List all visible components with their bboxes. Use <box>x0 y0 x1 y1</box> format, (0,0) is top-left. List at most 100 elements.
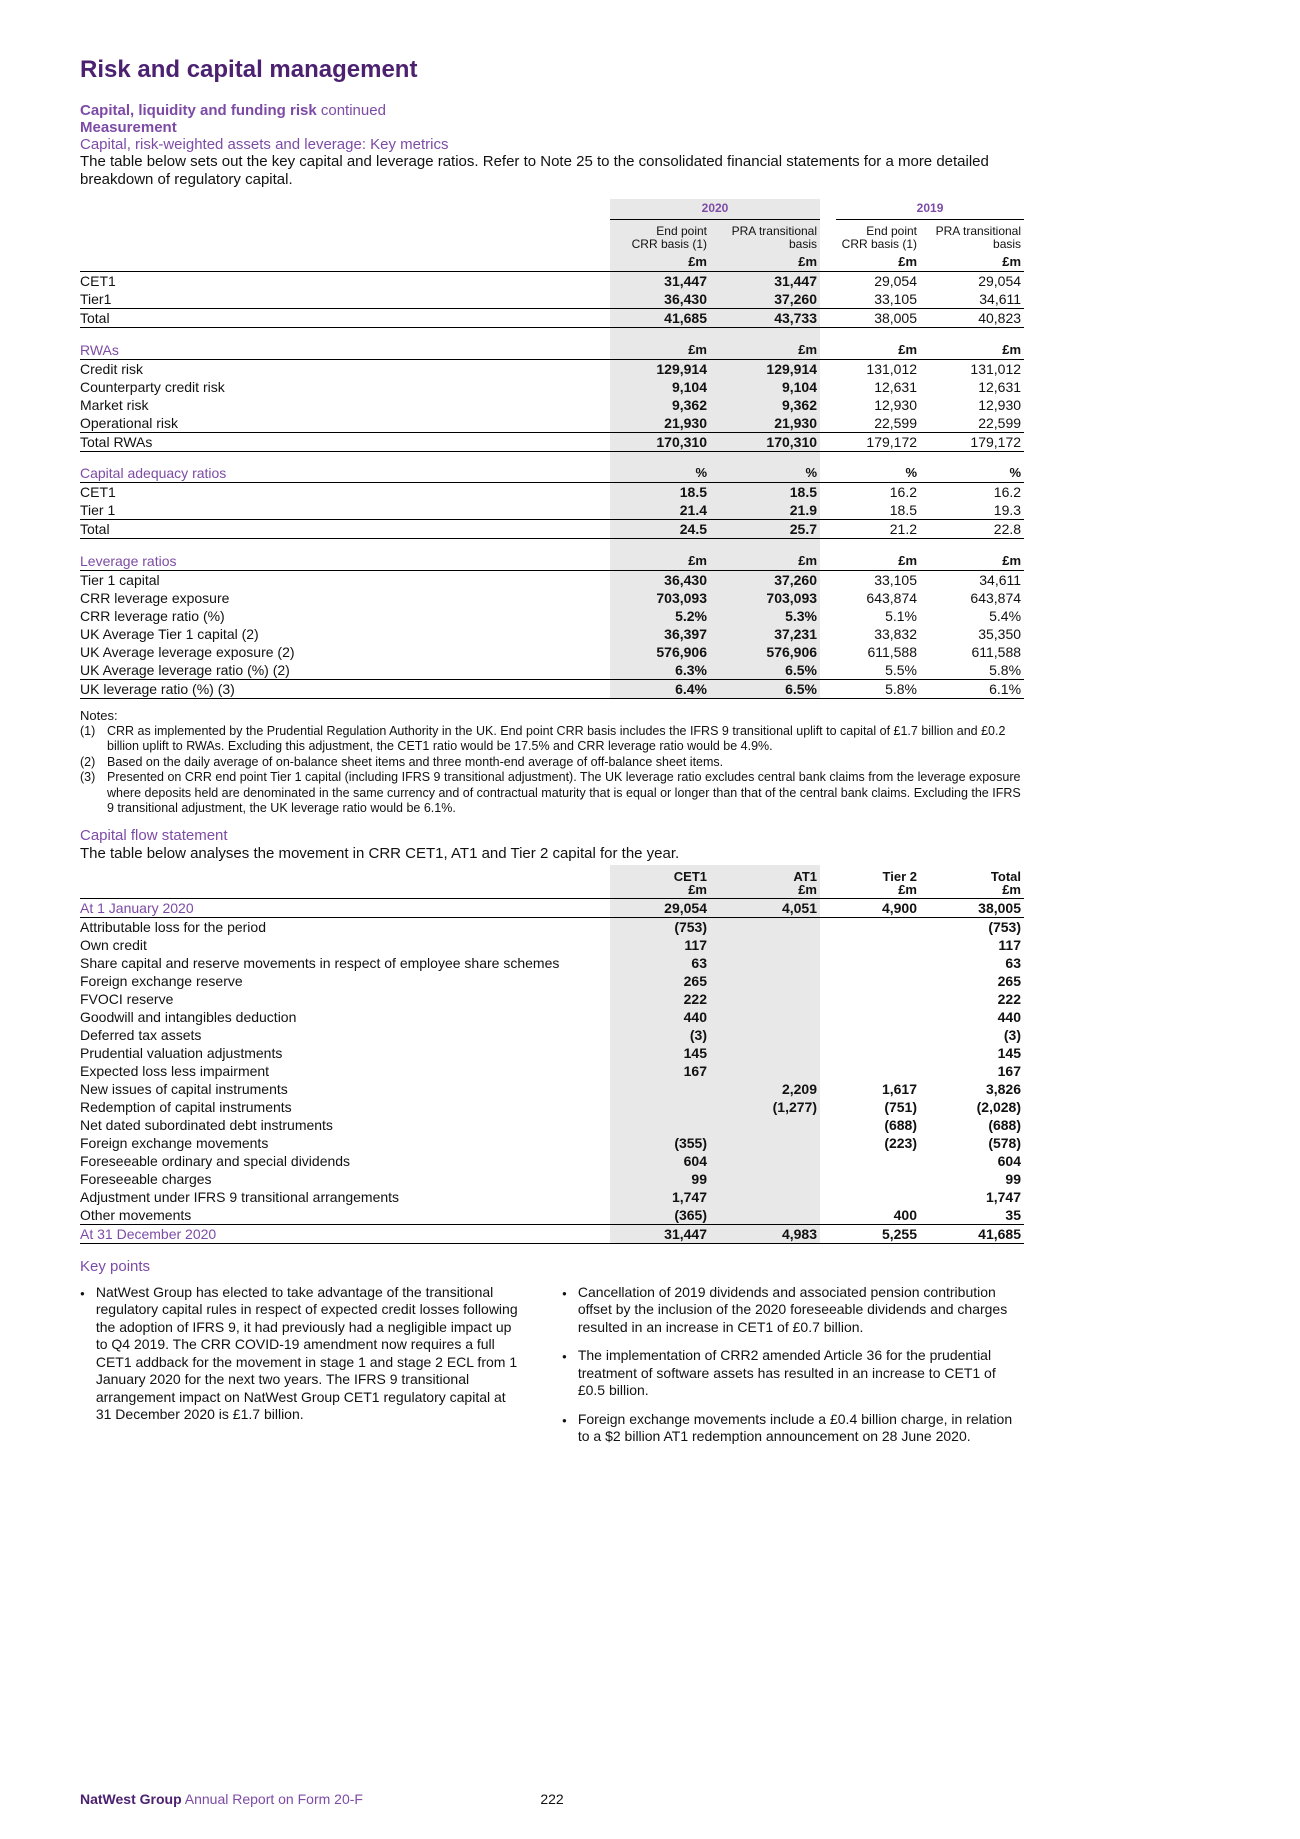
unit-label: £m <box>920 253 1025 272</box>
page-title: Risk and capital management <box>80 56 418 83</box>
table-row: Adjustment under IFRS 9 transitional arr… <box>80 1188 1024 1206</box>
cell-value: 222 <box>683 990 707 1007</box>
empty-cell <box>80 199 610 220</box>
cell-value: 440 <box>683 1008 707 1025</box>
cell-value: 99 <box>691 1170 707 1187</box>
table-row: CET1 31,447 31,447 29,054 29,054 <box>80 272 1024 291</box>
row-label: CRR leverage ratio (%) <box>80 607 225 624</box>
year-header-row: 2020 2019 <box>80 199 1025 220</box>
cell-value: 4,051 <box>710 898 820 918</box>
table-row: Foreign exchange movements (355) (223) (578… <box>80 1134 1024 1152</box>
cell-value: 33,105 <box>874 291 918 307</box>
section-title: Leverage ratios <box>80 551 610 571</box>
unit-label: £m <box>820 253 921 272</box>
row-label: Goodwill and intangibles deduction <box>80 1008 297 1025</box>
cell-value: 22,599 <box>874 414 918 431</box>
cell-value: 22.8 <box>920 519 1025 539</box>
cell-value: 4,983 <box>710 1223 820 1244</box>
flow-highlight-band <box>610 864 820 1244</box>
capital-flow-table: CET1 £m AT1 £m Tier 2 £m Total £m At 1 Janua… <box>80 864 1024 1244</box>
row-label: Prudential valuation adjustments <box>80 1044 283 1061</box>
cell-value <box>710 1008 820 1026</box>
col-header-line: CRR basis (1) <box>841 237 918 251</box>
row-label: Tier 1 <box>80 502 116 518</box>
unit-label: % <box>820 464 921 483</box>
cell-value <box>710 917 820 936</box>
row-label: Redemption of capital instruments <box>80 1098 292 1115</box>
cell-value: 63 <box>691 954 707 971</box>
cell-value <box>610 1080 710 1098</box>
col-header-line: PRA transitional <box>731 224 818 238</box>
cell-value: (1,277) <box>772 1098 817 1115</box>
leverage-section-header-row: Leverage ratios £m £m £m £m <box>80 551 1025 571</box>
cell-value: 5.5% <box>885 661 918 678</box>
key-points-right-column: Cancellation of 2019 dividends and assoc… <box>562 1284 1024 1457</box>
year-2019-label: 2019 <box>836 199 1025 220</box>
cell-value: 440 <box>997 1008 1021 1025</box>
cell-value: 16.2 <box>993 484 1022 500</box>
cell-value: (751) <box>884 1098 917 1115</box>
cell-value: 576,906 <box>656 643 707 660</box>
row-label: Foreseeable charges <box>80 1170 212 1187</box>
cell-value <box>710 972 820 990</box>
col-header-line: AT1 <box>793 868 817 884</box>
cell-value <box>710 1170 820 1188</box>
units-row: £m £m £m £m <box>80 253 1025 272</box>
table-row: Deferred tax assets (3) (3) <box>80 1026 1024 1044</box>
flow-rows: At 1 January 2020 29,054 4,051 4,900 38,005 A… <box>80 898 1024 1244</box>
table-row: CET1 18.5 18.5 16.2 16.2 <box>80 483 1024 502</box>
cell-value: 36,397 <box>664 625 707 642</box>
cell-value <box>820 990 920 1008</box>
row-label: Foreign exchange movements <box>80 1134 269 1151</box>
cell-value: 24.5 <box>610 519 710 539</box>
cell-value: 5.1% <box>885 607 918 624</box>
cell-value: 179,172 <box>820 431 921 452</box>
cell-value: 18.5 <box>789 484 818 500</box>
cell-value: 129,914 <box>656 360 707 377</box>
note-item: (1) CRR as implemented by the Prudential… <box>80 724 1024 755</box>
cell-value: 2,209 <box>781 1080 817 1097</box>
cell-value: 22,599 <box>978 414 1022 431</box>
cell-value: 145 <box>683 1044 707 1061</box>
table-row: Net dated subordinated debt instruments (… <box>80 1116 1024 1134</box>
cell-value: 41,685 <box>920 1223 1024 1244</box>
key-points-heading: Key points <box>80 1257 151 1275</box>
cell-value: (3) <box>1003 1026 1021 1043</box>
column-header: Total £m <box>920 864 1024 899</box>
unit-label: % <box>710 464 821 483</box>
table-row: Tier1 36,430 37,260 33,105 34,611 <box>80 290 1024 309</box>
page-content: Risk and capital management Capital, liq… <box>80 56 1025 1457</box>
cell-value: 6.1% <box>920 678 1025 699</box>
cell-value: 12,631 <box>874 378 918 395</box>
cell-value <box>710 954 820 972</box>
row-label: CET1 <box>80 273 116 289</box>
table-row: Own credit 117 117 <box>80 936 1024 954</box>
key-points-section: Key points NatWest Group has elected to … <box>80 1258 1024 1457</box>
cell-value <box>820 1152 920 1170</box>
row-label: New issues of capital instruments <box>80 1080 288 1097</box>
unit-label: £m <box>710 340 821 360</box>
cell-value: 604 <box>683 1152 707 1169</box>
col-header-line: PRA transitional <box>935 224 1022 238</box>
table-row: Tier 1 capital 36,430 37,260 33,105 34,611 <box>80 570 1024 589</box>
cell-value: 9,104 <box>671 378 707 395</box>
cell-value: 18.5 <box>889 502 918 518</box>
row-label: Operational risk <box>80 414 179 431</box>
cell-value <box>820 1026 920 1044</box>
cell-value: 1,747 <box>671 1188 707 1205</box>
spacer <box>80 539 1024 552</box>
bullet-text: The implementation of CRR2 amended Artic… <box>577 1347 996 1398</box>
cell-value <box>710 1134 820 1152</box>
cell-value <box>820 1188 920 1206</box>
cell-value: (753) <box>674 918 707 935</box>
cell-value <box>710 990 820 1008</box>
cell-value: 12,631 <box>978 378 1022 395</box>
cell-value <box>820 1170 920 1188</box>
column-header: CET1 £m <box>610 864 710 899</box>
subtitle-bold: Capital, liquidity and funding risk <box>80 102 317 119</box>
unit-label: £m <box>920 340 1025 360</box>
row-label: At 1 January 2020 <box>80 898 610 918</box>
cell-value: 611,588 <box>867 643 918 660</box>
note-number: (1) <box>80 723 96 738</box>
cell-value <box>820 954 920 972</box>
